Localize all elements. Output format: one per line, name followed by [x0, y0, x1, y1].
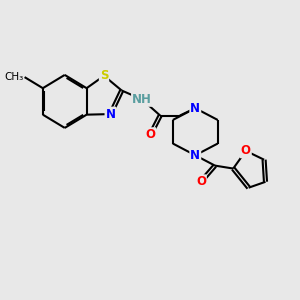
Text: O: O [146, 128, 155, 141]
Text: N: N [190, 102, 200, 115]
Text: O: O [241, 144, 251, 158]
Text: N: N [190, 149, 200, 162]
Text: N: N [106, 108, 116, 121]
Text: O: O [196, 175, 206, 188]
Text: CH₃: CH₃ [4, 72, 23, 82]
Text: S: S [100, 69, 108, 82]
Text: NH: NH [132, 93, 152, 106]
